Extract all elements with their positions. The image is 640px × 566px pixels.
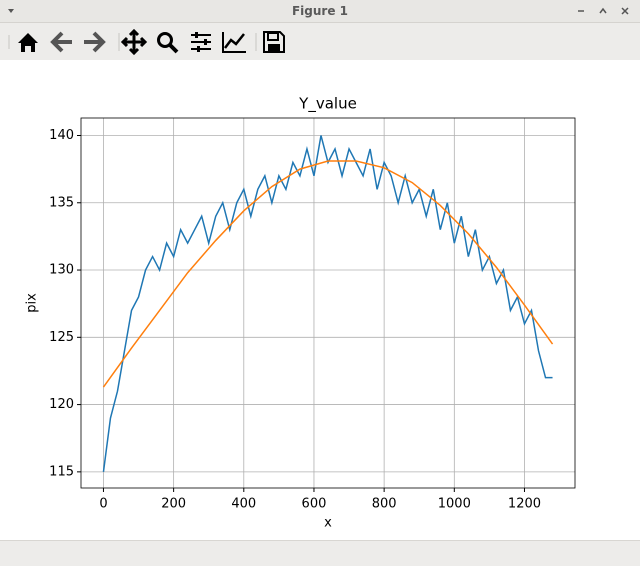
edit-axis-button[interactable]: [222, 32, 246, 53]
zoom-button[interactable]: [157, 32, 179, 54]
toolbar-icons: [8, 28, 285, 56]
forward-button[interactable]: [84, 31, 106, 53]
x-tick-label: 400: [231, 497, 256, 512]
x-tick-label: 200: [161, 497, 186, 512]
window-title: Figure 1: [291, 4, 349, 18]
y-axis-label: pix: [25, 293, 40, 313]
x-axis-label: x: [324, 516, 332, 531]
save-button[interactable]: [263, 31, 285, 53]
y-tick-label: 125: [49, 330, 74, 345]
chart: Y_value x pix 0 200 400 600 800 1000 1200 115 12…: [25, 95, 576, 531]
title-bar-icons: [8, 7, 629, 15]
x-tick-label: 600: [302, 497, 327, 512]
x-tick-label: 800: [372, 497, 397, 512]
y-tick-label: 135: [49, 195, 74, 210]
y-tick-label: 140: [49, 128, 74, 143]
y-tick-label: 120: [49, 397, 74, 412]
toolbar: [0, 23, 640, 60]
x-tick-label: 1200: [508, 497, 541, 512]
figure: Y_value x pix 0 200 400 600 800 1000 1200 115 12…: [0, 60, 640, 540]
title-bar: Figure 1: [0, 0, 640, 23]
pan-button[interactable]: [120, 28, 148, 56]
y-tick-label: 130: [49, 263, 74, 278]
back-button[interactable]: [50, 31, 72, 53]
y-tick-label: 115: [49, 464, 74, 479]
configure-button[interactable]: [191, 32, 211, 52]
status-bar: [0, 540, 640, 566]
data-line: [102, 160, 554, 388]
home-button[interactable]: [18, 33, 38, 52]
data-line: [102, 135, 553, 472]
chart-title: Y_value: [298, 95, 357, 114]
x-tick-label: 0: [99, 497, 107, 512]
x-tick-label: 1000: [438, 497, 471, 512]
plot-frame: [80, 117, 576, 489]
